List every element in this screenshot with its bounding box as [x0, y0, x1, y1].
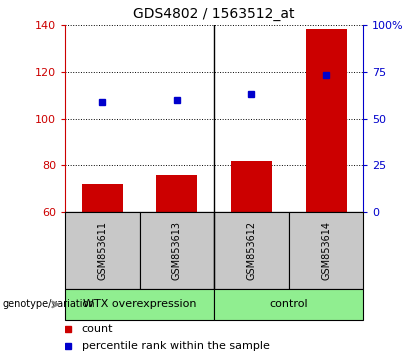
- Text: percentile rank within the sample: percentile rank within the sample: [81, 341, 269, 350]
- Bar: [82, 184, 123, 212]
- Bar: [231, 161, 272, 212]
- Bar: [214, 289, 363, 320]
- Bar: [305, 29, 346, 212]
- Text: GSM853611: GSM853611: [97, 221, 108, 280]
- Bar: [156, 175, 197, 212]
- Title: GDS4802 / 1563512_at: GDS4802 / 1563512_at: [134, 7, 295, 21]
- Bar: [139, 212, 214, 289]
- Text: WTX overexpression: WTX overexpression: [83, 299, 197, 309]
- Bar: [214, 212, 289, 289]
- Text: GSM853612: GSM853612: [247, 221, 257, 280]
- Bar: [65, 212, 139, 289]
- Bar: [289, 212, 363, 289]
- Text: control: control: [270, 299, 308, 309]
- Text: count: count: [81, 324, 113, 334]
- Text: GSM853614: GSM853614: [321, 221, 331, 280]
- Bar: [65, 289, 214, 320]
- Text: GSM853613: GSM853613: [172, 221, 182, 280]
- Text: genotype/variation: genotype/variation: [2, 299, 95, 309]
